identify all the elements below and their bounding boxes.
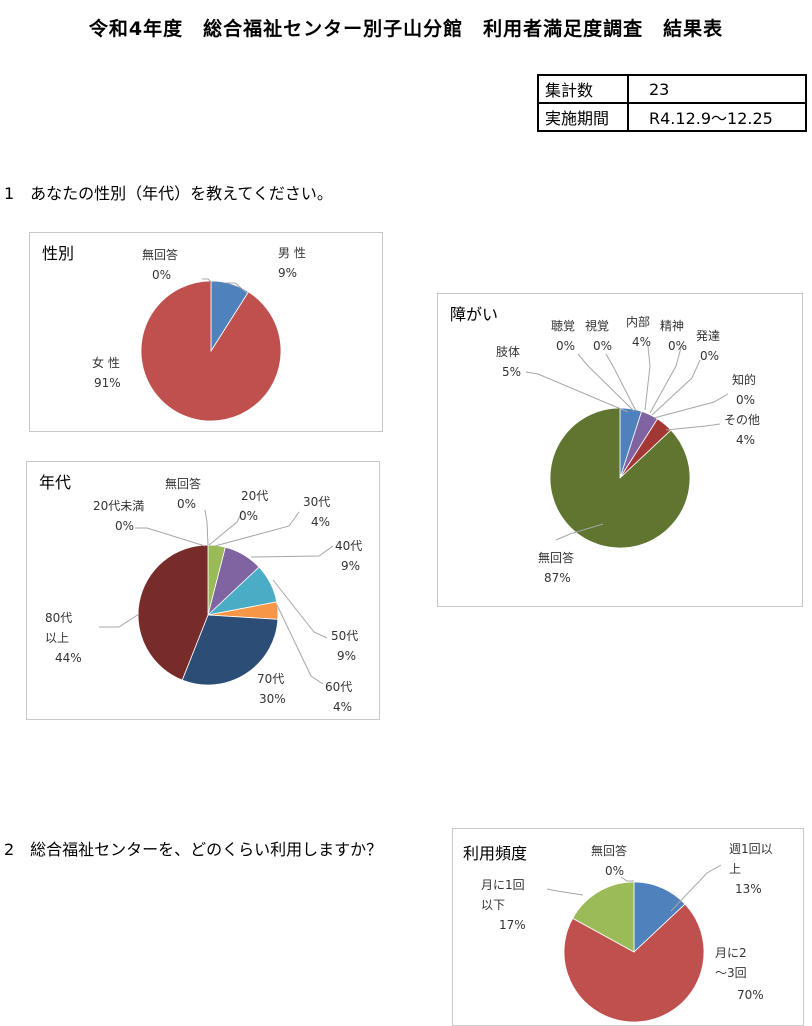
chart-age-slice-6 <box>181 614 279 686</box>
frequency-label-weekly: 週1回以上 <box>729 842 773 876</box>
age-label-50s: 50代 <box>331 629 358 643</box>
summary-row-count: 集計数 23 <box>537 74 807 104</box>
chart-gender-title: 性別 <box>42 244 74 263</box>
disability-label-dev: 発達 <box>696 329 720 343</box>
age-pct-80s: 44% <box>55 651 82 665</box>
gender-label-none: 無回答 <box>142 247 178 262</box>
chart-frequency-slice-2 <box>572 881 635 953</box>
age-label-under20: 20代未満 <box>93 499 144 513</box>
gender-pct-none: 0% <box>152 268 171 282</box>
age-pct-60s: 4% <box>333 700 352 714</box>
age-pct-40s: 9% <box>341 559 360 573</box>
summary-period-value: R4.12.9～12.25 <box>627 102 807 132</box>
chart-frequency-slice-1 <box>563 903 705 1023</box>
age-label-80s: 80代以上 <box>45 611 72 645</box>
chart-age-title: 年代 <box>39 473 71 492</box>
disability-pct-dev: 0% <box>700 349 719 363</box>
disability-pct-other: 4% <box>736 433 755 447</box>
disability-pct-mental: 0% <box>668 339 687 353</box>
chart-gender-slice-1 <box>140 280 282 422</box>
frequency-pct-none: 0% <box>605 864 624 878</box>
age-pct-70s: 30% <box>259 692 286 706</box>
disability-pct-hearing: 0% <box>556 339 575 353</box>
age-label-20s: 20代 <box>241 489 268 503</box>
gender-pct-male: 9% <box>278 266 297 280</box>
age-pct-under20: 0% <box>115 519 134 533</box>
question-1: 1 あなたの性別（年代）を教えてください。 <box>4 184 333 203</box>
disability-pct-intellectual: 0% <box>736 393 755 407</box>
summary-count-key: 集計数 <box>537 74 629 104</box>
age-pct-50s: 9% <box>337 649 356 663</box>
age-label-60s: 60代 <box>325 680 352 694</box>
disability-label-vision: 視覚 <box>585 318 609 333</box>
disability-pct-internal: 4% <box>632 335 651 349</box>
chart-disability: 障がい 肢体 5% 聴覚 0% 視覚 0% 内部 4% 精神 0% 発達 0% … <box>437 293 803 607</box>
frequency-label-none: 無回答 <box>591 843 627 858</box>
summary-count-value: 23 <box>627 74 807 104</box>
chart-disability-slice-8 <box>549 407 691 549</box>
chart-age-svg: 年代 20代未満 0% 20代 0% 30代 4% 40代 9% 50代 9% … <box>39 473 362 714</box>
summary-table: 集計数 23 実施期間 R4.12.9～12.25 <box>537 74 807 132</box>
summary-period-key: 実施期間 <box>537 102 629 132</box>
page-title: 令和4年度 総合福祉センター別子山分館 利用者満足度調査 結果表 <box>88 18 724 40</box>
chart-disability-title: 障がい <box>450 305 498 324</box>
disability-label-mental: 精神 <box>660 319 684 333</box>
disability-label-hearing: 聴覚 <box>551 319 575 333</box>
gender-label-female: 女 性 <box>92 355 120 370</box>
age-label-70s: 70代 <box>257 672 284 686</box>
chart-age: 年代 20代未満 0% 20代 0% 30代 4% 40代 9% 50代 9% … <box>26 461 380 720</box>
frequency-pct-2to3: 70% <box>737 988 764 1002</box>
gender-pct-female: 91% <box>94 376 121 390</box>
chart-gender-svg: 性別 男 性 9% 女 性 91% 無回答 0% <box>42 244 306 422</box>
summary-row-period: 実施期間 R4.12.9～12.25 <box>537 102 807 132</box>
chart-gender: 性別 男 性 9% 女 性 91% 無回答 0% <box>29 232 383 432</box>
disability-label-other: その他 <box>724 413 760 427</box>
age-pct-20s: 0% <box>239 509 258 523</box>
frequency-label-monthly: 月に1回以下 <box>481 878 525 912</box>
disability-label-internal: 内部 <box>626 314 650 329</box>
chart-disability-svg: 障がい 肢体 5% 聴覚 0% 視覚 0% 内部 4% 精神 0% 発達 0% … <box>450 305 760 585</box>
disability-pct-limb: 5% <box>502 365 521 379</box>
frequency-pct-monthly: 17% <box>499 918 526 932</box>
disability-pct-vision: 0% <box>593 339 612 353</box>
age-label-none: 無回答 <box>165 476 201 491</box>
chart-frequency-title: 利用頻度 <box>463 844 527 863</box>
chart-frequency-slice-0 <box>633 881 686 953</box>
frequency-label-2to3: 月に2 ～3回 <box>715 946 747 980</box>
chart-frequency: 利用頻度 週1回以上 13% 月に2 ～3回 70% 月に1回以下 17% 無回答… <box>452 828 804 1026</box>
age-pct-none: 0% <box>177 497 196 511</box>
chart-age-slice-7 <box>137 544 209 681</box>
disability-label-intellectual: 知的 <box>732 372 756 387</box>
age-label-40s: 40代 <box>335 539 362 553</box>
age-label-30s: 30代 <box>303 495 330 509</box>
disability-label-none: 無回答 <box>538 550 574 565</box>
chart-frequency-svg: 利用頻度 週1回以上 13% 月に2 ～3回 70% 月に1回以下 17% 無回答… <box>463 842 773 1023</box>
question-2: 2 総合福祉センターを、どのくらい利用しますか？ <box>4 840 383 859</box>
frequency-pct-weekly: 13% <box>735 882 762 896</box>
gender-label-male: 男 性 <box>278 246 306 260</box>
disability-pct-none: 87% <box>544 571 571 585</box>
disability-label-limb: 肢体 <box>496 344 520 359</box>
age-pct-30s: 4% <box>311 515 330 529</box>
